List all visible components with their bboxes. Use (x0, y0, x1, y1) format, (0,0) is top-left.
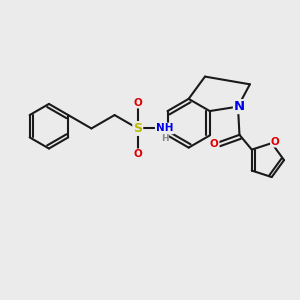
Text: O: O (134, 98, 142, 108)
Text: O: O (134, 149, 142, 159)
Text: H: H (161, 134, 168, 143)
Text: N: N (234, 100, 245, 113)
Text: S: S (133, 122, 142, 135)
Text: O: O (210, 139, 219, 149)
Text: NH: NH (156, 124, 173, 134)
Text: O: O (271, 137, 280, 147)
